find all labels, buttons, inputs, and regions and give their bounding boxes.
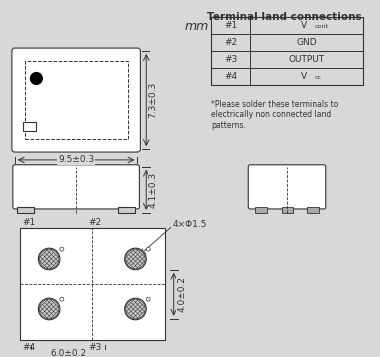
Text: OUTPUT: OUTPUT [288, 55, 325, 64]
Text: mm: mm [184, 20, 208, 33]
Text: 6.0±0.2: 6.0±0.2 [50, 349, 86, 357]
Text: 9.5±0.3: 9.5±0.3 [58, 155, 94, 164]
Circle shape [38, 248, 60, 270]
Text: #2: #2 [224, 38, 237, 47]
Bar [23, 122, 36, 131]
Text: #1: #1 [22, 218, 35, 227]
Text: 4.1±0.3: 4.1±0.3 [149, 172, 158, 208]
FancyBboxPatch shape [12, 48, 140, 152]
Text: #4: #4 [224, 72, 237, 81]
Text: V: V [301, 72, 307, 81]
FancyBboxPatch shape [248, 165, 326, 209]
Text: cont: cont [315, 24, 328, 29]
FancyBboxPatch shape [13, 165, 139, 209]
Circle shape [125, 248, 146, 270]
Circle shape [146, 247, 150, 251]
Text: 7.3±0.3: 7.3±0.3 [149, 82, 158, 118]
Text: cc: cc [315, 75, 321, 80]
Circle shape [40, 249, 59, 269]
Text: GND: GND [296, 38, 317, 47]
Bar [20, 227, 165, 340]
Text: Terminal land connections: Terminal land connections [207, 12, 362, 22]
Text: #3: #3 [89, 343, 102, 352]
Circle shape [146, 297, 150, 301]
Text: #2: #2 [89, 218, 102, 227]
Text: #3: #3 [224, 55, 237, 64]
Bar [118, 207, 135, 213]
Bar [307, 207, 319, 213]
Text: #1: #1 [224, 21, 237, 30]
Circle shape [126, 299, 145, 319]
Circle shape [38, 298, 60, 320]
Bar [17, 207, 35, 213]
Circle shape [125, 298, 146, 320]
Circle shape [40, 299, 59, 319]
Bar [255, 207, 267, 213]
Bar [282, 207, 293, 213]
Text: 4.0±0.2: 4.0±0.2 [177, 276, 186, 312]
Text: *Please solder these terminals to
electrically non connected land
patterns.: *Please solder these terminals to electr… [211, 100, 338, 130]
Text: V: V [301, 21, 307, 30]
Text: 4×Φ1.5: 4×Φ1.5 [173, 220, 207, 229]
Text: #4: #4 [22, 343, 35, 352]
Circle shape [60, 297, 64, 301]
Bar [25, 61, 128, 139]
Circle shape [60, 247, 64, 251]
Circle shape [30, 72, 42, 84]
Bar [211, 17, 363, 85]
Circle shape [126, 249, 145, 269]
